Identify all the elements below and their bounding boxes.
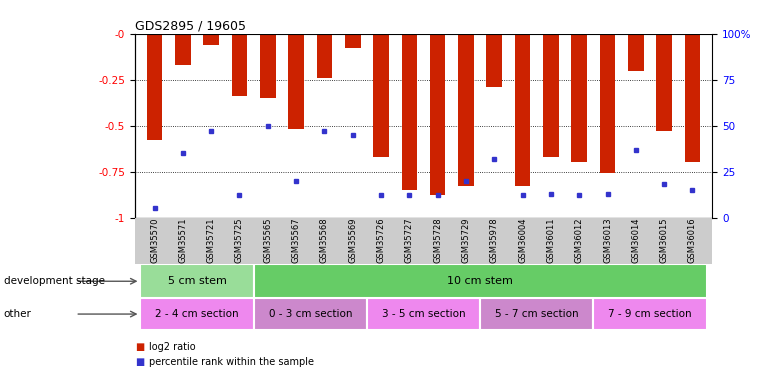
Bar [260, 34, 276, 98]
Bar [594, 298, 707, 330]
Bar [458, 34, 474, 186]
Bar [147, 34, 162, 140]
Text: 3 - 5 cm section: 3 - 5 cm section [382, 309, 465, 319]
Text: 5 cm stem: 5 cm stem [168, 276, 226, 286]
Bar [288, 34, 304, 129]
Text: 0 - 3 cm section: 0 - 3 cm section [269, 309, 352, 319]
Bar [685, 34, 700, 162]
Text: 5 - 7 cm section: 5 - 7 cm section [495, 309, 578, 319]
Bar [402, 34, 417, 190]
Text: 7 - 9 cm section: 7 - 9 cm section [608, 309, 691, 319]
Bar [345, 34, 360, 48]
Text: 2 - 4 cm section: 2 - 4 cm section [156, 309, 239, 319]
Bar [232, 34, 247, 96]
Bar [571, 34, 587, 162]
Text: 10 cm stem: 10 cm stem [447, 276, 513, 286]
Text: ■: ■ [135, 342, 144, 352]
Bar [628, 34, 644, 70]
Text: log2 ratio: log2 ratio [149, 342, 196, 352]
Bar [430, 34, 445, 195]
Bar [203, 34, 219, 45]
Bar [140, 298, 253, 330]
Text: other: other [4, 309, 32, 319]
Bar [253, 298, 367, 330]
Bar [487, 34, 502, 87]
Text: ■: ■ [135, 357, 144, 367]
Bar [253, 264, 707, 298]
Bar [373, 34, 389, 157]
Bar [175, 34, 191, 65]
Text: development stage: development stage [4, 276, 105, 286]
Text: percentile rank within the sample: percentile rank within the sample [149, 357, 313, 367]
Bar [316, 34, 332, 78]
Bar [367, 298, 480, 330]
Bar [515, 34, 531, 186]
Bar [140, 264, 253, 298]
Bar [543, 34, 559, 157]
Text: GDS2895 / 19605: GDS2895 / 19605 [135, 20, 246, 33]
Bar [656, 34, 672, 131]
Bar [480, 298, 594, 330]
Bar [600, 34, 615, 173]
